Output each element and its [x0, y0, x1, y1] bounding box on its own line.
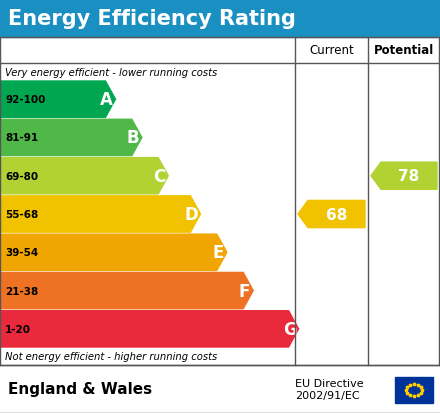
- Text: 55-68: 55-68: [5, 209, 38, 219]
- Text: E: E: [212, 244, 224, 262]
- Text: 21-38: 21-38: [5, 286, 38, 296]
- Bar: [395, 377, 433, 403]
- Text: 78: 78: [398, 169, 420, 184]
- Text: 92-100: 92-100: [5, 95, 45, 105]
- Text: B: B: [127, 129, 139, 147]
- Text: 81-91: 81-91: [5, 133, 38, 143]
- Text: 1-20: 1-20: [5, 324, 31, 334]
- Polygon shape: [371, 163, 437, 190]
- Text: 39-54: 39-54: [5, 248, 38, 258]
- Polygon shape: [0, 120, 142, 156]
- Polygon shape: [0, 311, 299, 347]
- Bar: [0, 0, 440, 38]
- Polygon shape: [298, 201, 365, 228]
- Polygon shape: [0, 235, 227, 271]
- Polygon shape: [0, 273, 253, 309]
- Text: Energy Efficiency Rating: Energy Efficiency Rating: [8, 9, 296, 29]
- Text: Not energy efficient - higher running costs: Not energy efficient - higher running co…: [5, 351, 217, 361]
- Text: 68: 68: [326, 207, 347, 222]
- Text: F: F: [238, 282, 250, 300]
- Text: England & Wales: England & Wales: [8, 382, 152, 396]
- Text: Very energy efficient - lower running costs: Very energy efficient - lower running co…: [5, 68, 217, 78]
- Text: Potential: Potential: [374, 44, 434, 57]
- Polygon shape: [0, 158, 168, 195]
- Text: C: C: [153, 167, 165, 185]
- Polygon shape: [0, 82, 115, 118]
- Text: EU Directive: EU Directive: [295, 378, 363, 388]
- Text: D: D: [184, 206, 198, 223]
- Polygon shape: [0, 197, 201, 233]
- Text: Current: Current: [309, 44, 354, 57]
- Text: A: A: [100, 91, 113, 109]
- Text: 2002/91/EC: 2002/91/EC: [295, 390, 359, 400]
- Text: 69-80: 69-80: [5, 171, 38, 181]
- Text: G: G: [283, 320, 297, 338]
